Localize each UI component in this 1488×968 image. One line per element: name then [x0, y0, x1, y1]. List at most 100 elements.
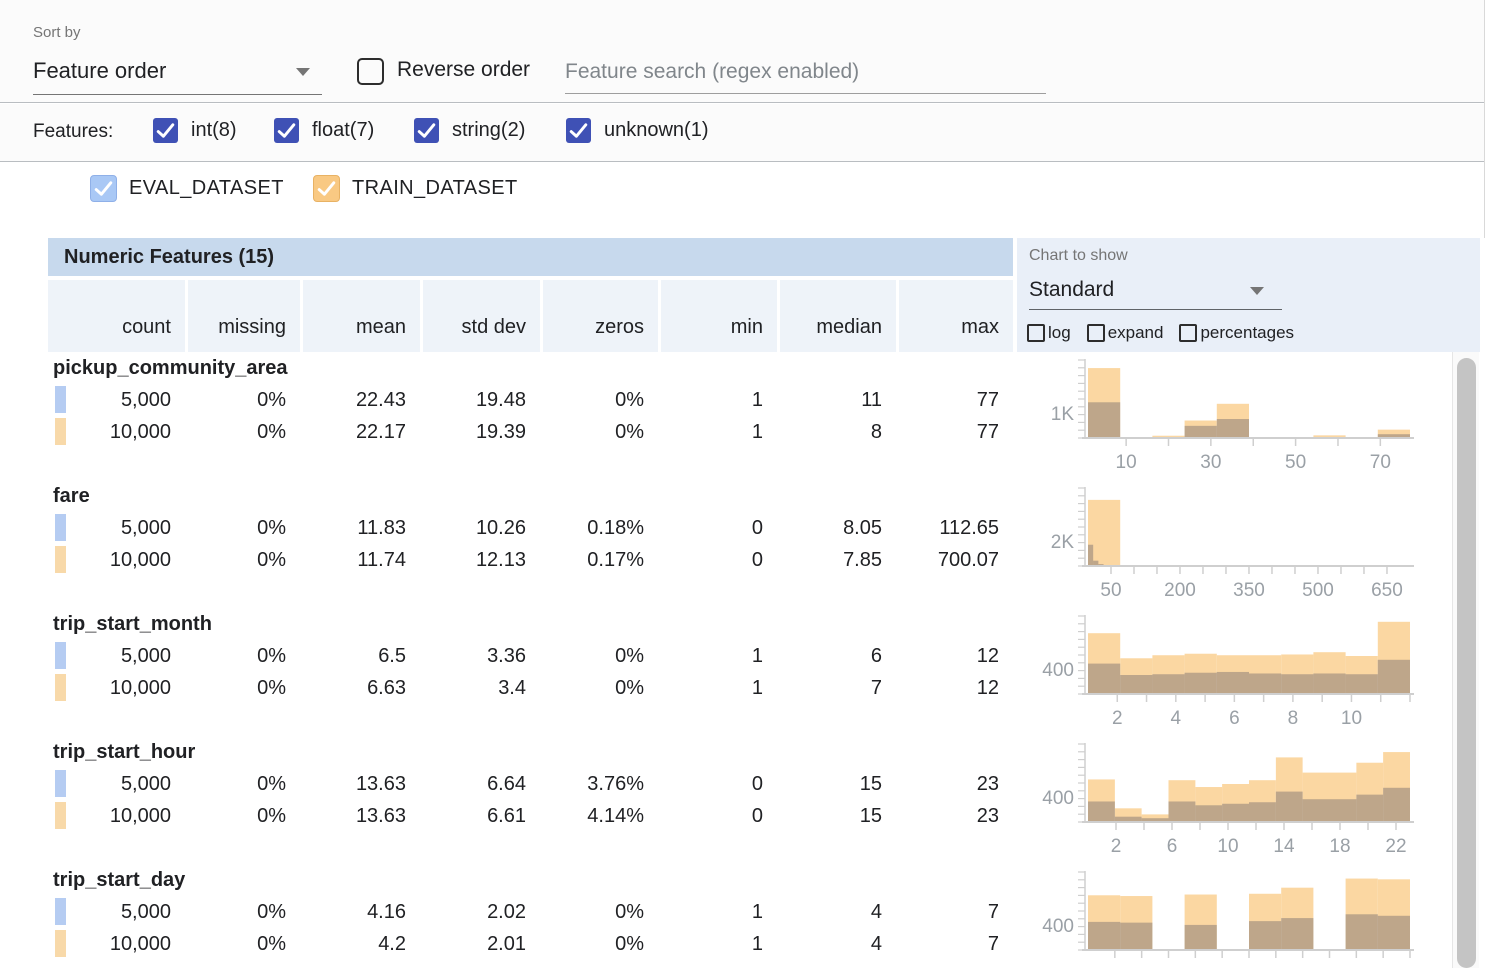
stat-cell: 5,000 — [120, 516, 171, 539]
stat-cell: 3.76% — [587, 772, 644, 795]
chart-option-checkbox[interactable] — [1179, 324, 1198, 342]
scrollbar-thumb[interactable] — [1457, 358, 1476, 968]
stats-row-train: 10,000 0% 6.63 3.4 0% 1 7 12 — [48, 672, 1013, 704]
chart-option: percentages — [1179, 323, 1294, 343]
chart-type-dropdown[interactable]: Standard — [1029, 271, 1282, 310]
svg-text:400: 400 — [1042, 916, 1074, 937]
chevron-down-icon — [1250, 287, 1264, 295]
svg-text:2: 2 — [1112, 708, 1123, 729]
feature-name: trip_start_hour — [53, 741, 196, 763]
feature-rows: pickup_community_area 5,000 0% 22.43 19.48 0… — [0, 352, 1488, 968]
column-header: missing — [185, 280, 300, 352]
stat-cell: 0% — [257, 900, 286, 923]
features-label: Features: — [33, 121, 114, 142]
train-dataset-marker — [55, 930, 66, 957]
svg-text:400: 400 — [1042, 660, 1074, 681]
feature-type-checkbox[interactable] — [274, 118, 299, 143]
stat-cell: 10,000 — [109, 676, 171, 699]
svg-text:400: 400 — [1042, 788, 1074, 809]
stats-row-eval: 5,000 0% 22.43 19.48 0% 1 11 77 — [48, 384, 1013, 416]
feature-name: fare — [53, 485, 90, 507]
stats-row-eval: 5,000 0% 6.5 3.36 0% 1 6 12 — [48, 640, 1013, 672]
svg-text:1K: 1K — [1051, 404, 1075, 425]
stat-cell: 4 — [870, 900, 882, 923]
chart-option-checkbox[interactable] — [1086, 324, 1105, 342]
chart-option: expand — [1086, 323, 1163, 343]
dataset-label: TRAIN_DATASET — [352, 177, 518, 199]
stat-cell: 7 — [987, 932, 999, 955]
stat-cell: 4.2 — [378, 932, 406, 955]
chart-option: log — [1027, 323, 1071, 343]
stat-cell: 11.83 — [357, 516, 406, 539]
stat-cell: 8.05 — [843, 516, 882, 539]
stat-cell: 8 — [870, 420, 882, 443]
svg-text:200: 200 — [1164, 580, 1196, 601]
svg-text:6: 6 — [1229, 708, 1240, 729]
stat-cell: 0% — [615, 676, 644, 699]
svg-text:30: 30 — [1200, 452, 1221, 473]
stat-cell: 5,000 — [120, 644, 171, 667]
vertical-scrollbar[interactable] — [1452, 352, 1479, 968]
histogram: 10 30 50 70 1K — [1051, 359, 1414, 473]
stats-row-eval: 5,000 0% 11.83 10.26 0.18% 0 8.05 112.65 — [48, 512, 1013, 544]
chart-option-checkbox[interactable] — [1027, 324, 1045, 342]
eval-dataset-marker — [55, 642, 66, 669]
stat-cell: 0% — [257, 388, 286, 411]
svg-text:50: 50 — [1285, 452, 1306, 473]
stat-cell: 77 — [976, 388, 999, 411]
stat-cell: 0% — [257, 804, 286, 827]
check-icon — [417, 123, 436, 138]
stat-cell: 0% — [257, 676, 286, 699]
stat-cell: 11 — [861, 388, 882, 411]
dataset-checkbox[interactable] — [313, 175, 340, 202]
stat-cell: 700.07 — [937, 548, 999, 571]
numeric-features-header: Numeric Features (15) — [48, 238, 1013, 278]
feature-type-label: int(8) — [191, 119, 237, 141]
dataset-checkbox[interactable] — [90, 175, 117, 202]
stat-cell: 0% — [257, 644, 286, 667]
feature-type-checkbox[interactable] — [414, 118, 439, 143]
feature-type-checkbox[interactable] — [153, 118, 178, 143]
train-dataset-marker — [55, 546, 66, 573]
stat-cell: 0% — [615, 932, 644, 955]
eval-dataset-marker — [55, 514, 66, 541]
stat-cell: 0.17% — [587, 548, 644, 571]
column-header: count — [122, 316, 171, 338]
stat-cell: 13.63 — [355, 804, 406, 827]
stat-cell: 5,000 — [120, 772, 171, 795]
stat-cell: 6.5 — [378, 644, 406, 667]
stat-cell: 11.74 — [357, 548, 406, 571]
feature-type-checkbox[interactable] — [566, 118, 591, 143]
stat-cell: 0% — [615, 900, 644, 923]
stat-cell: 6.63 — [367, 676, 406, 699]
stat-cell: 7 — [987, 900, 999, 923]
right-edge-divider — [1484, 0, 1485, 238]
reverse-order-checkbox[interactable] — [357, 58, 384, 85]
stat-cell: 12 — [976, 676, 999, 699]
stat-cell: 77 — [976, 420, 999, 443]
feature-type-label: unknown(1) — [604, 119, 709, 141]
stat-cell: 0 — [751, 772, 763, 795]
train-dataset-marker — [55, 674, 66, 701]
stats-column-headers: count missing mean std dev zeros min median max — [48, 280, 1013, 352]
stat-cell: 7.85 — [843, 548, 882, 571]
stat-cell: 4.14% — [587, 804, 644, 827]
feature-search-input[interactable] — [565, 50, 1046, 94]
column-header: std dev — [420, 280, 540, 352]
stat-cell: 1 — [751, 676, 763, 699]
stats-row-train: 10,000 0% 4.2 2.01 0% 1 4 7 — [48, 928, 1013, 960]
svg-text:22: 22 — [1385, 836, 1406, 857]
feature-type-filter: string(2) — [414, 118, 525, 143]
column-header: min — [658, 280, 777, 352]
feature-block: trip_start_month 5,000 0% 6.5 3.36 0% 1 6 12 10… — [0, 608, 1488, 736]
dataset-label: EVAL_DATASET — [129, 177, 284, 199]
stat-cell: 0% — [257, 932, 286, 955]
stat-cell: 0 — [751, 804, 763, 827]
feature-block: fare 5,000 0% 11.83 10.26 0.18% 0 8.05 112.65 1… — [0, 480, 1488, 608]
stat-cell: 0 — [751, 516, 763, 539]
sort-order-dropdown[interactable]: Feature order — [33, 48, 322, 95]
eval-dataset-marker — [55, 770, 66, 797]
stats-row-eval: 5,000 0% 4.16 2.02 0% 1 4 7 — [48, 896, 1013, 928]
stat-cell: 15 — [859, 772, 882, 795]
stat-cell: 112.65 — [939, 516, 999, 539]
